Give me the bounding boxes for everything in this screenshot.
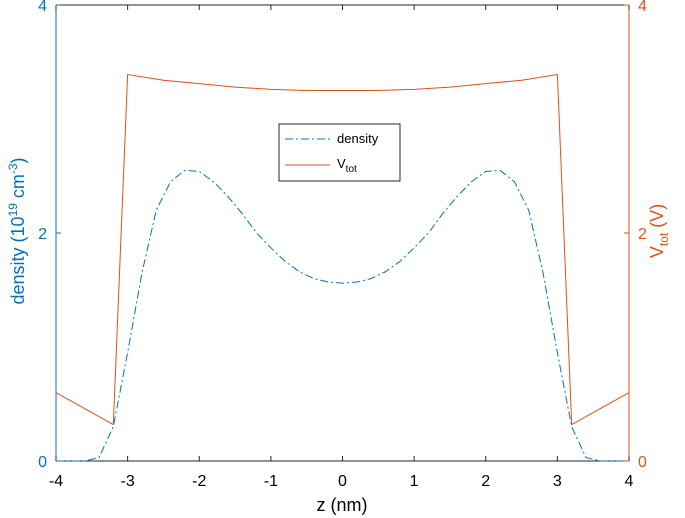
x-tick-label: 2: [481, 473, 490, 490]
x-tick-label: 3: [553, 473, 562, 490]
x-tick-label: -3: [121, 473, 135, 490]
x-tick-label: 4: [625, 473, 634, 490]
y-axis-label-right: Vtot (V): [647, 204, 671, 258]
x-axis-label: z (nm): [317, 495, 368, 515]
series-line-density: [56, 169, 629, 462]
series-layer: [55, 73, 630, 462]
x-tick-label: -1: [264, 473, 278, 490]
y-tick-label-right: 0: [638, 454, 647, 471]
x-tick-label: -2: [192, 473, 206, 490]
y-tick-label-left: 2: [38, 226, 47, 243]
y-tick-label-left: 0: [38, 454, 47, 471]
x-tick-label: 0: [338, 473, 347, 490]
y-tick-label-right: 2: [638, 226, 647, 243]
x-tick-label: -4: [49, 473, 63, 490]
x-tick-label: 1: [410, 473, 419, 490]
y-axis-label-left: density (1019 cm-3): [6, 157, 28, 304]
legend-label-vtot: Vtot: [337, 156, 357, 175]
legend: density Vtot: [278, 123, 401, 182]
legend-label-density: density: [337, 131, 379, 146]
y-tick-label-right: 4: [638, 0, 647, 15]
series-line-vtot: [55, 73, 630, 426]
y-tick-label-left: 4: [38, 0, 47, 15]
legend-box: [278, 123, 401, 182]
